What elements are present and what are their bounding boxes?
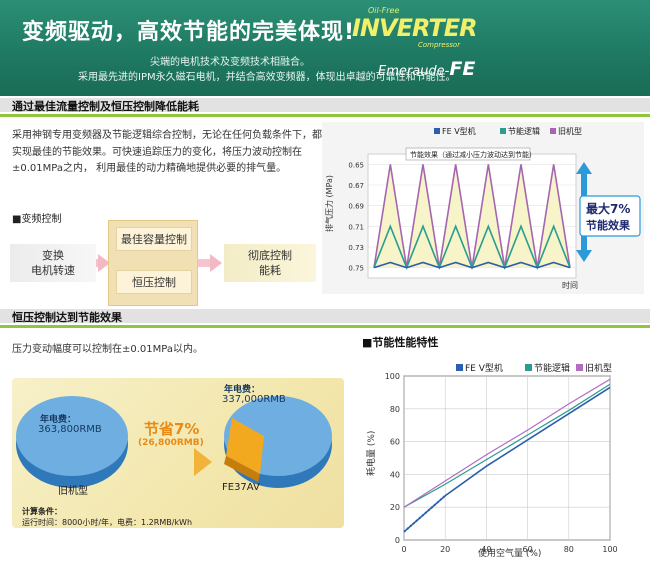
performance-fe-dotted: [403, 494, 446, 533]
pressure-legend-label: 节能逻辑: [508, 126, 540, 136]
new-cost-label: 年电费：: [224, 385, 261, 395]
badge-arrow-down: [576, 250, 592, 262]
old-model-name: 旧机型: [58, 486, 88, 497]
section1-rule: [0, 114, 650, 117]
pressure-annotation: 节能效果（通过减小压力波动达到节能）: [410, 150, 536, 159]
pressure-chart-legend: FE V型机 节能逻辑 旧机型: [434, 126, 582, 136]
logo-emeraude-text: Emeraude-: [378, 64, 450, 79]
section1-bar: [0, 98, 650, 112]
flow-box-motor-speed: 变换 电机转速: [10, 244, 96, 282]
old-cost-value: 363,800RMB: [38, 424, 102, 435]
flow-box-capacity: 最佳容量控制: [116, 227, 192, 251]
performance-series-line: [403, 383, 611, 508]
flow-box-constant-pressure-label: 恒压控制: [132, 276, 176, 289]
performance-xtick-label: 20: [440, 545, 450, 554]
section1-paragraph: 采用神钢专用变频器及节能逻辑综合控制，无论在任何负载条件下，都能实现最佳的节能效…: [12, 130, 332, 174]
section2-paragraph: 压力变动幅度可以控制在±0.01MPa以内。: [12, 344, 203, 355]
pressure-legend-label: 旧机型: [558, 126, 582, 136]
section2-title: 恒压控制达到节能效果: [12, 311, 122, 324]
pressure-legend-swatch: [434, 128, 440, 134]
new-model-name: FE37AV: [222, 482, 260, 493]
logo-compressor: Compressor: [418, 41, 461, 49]
performance-series-line: [403, 378, 611, 508]
performance-ytick-label: 0: [395, 536, 400, 545]
performance-xtick-label: 80: [564, 545, 574, 554]
saving-badge-line1: 最大7%: [586, 201, 630, 216]
performance-xtick-label: 100: [602, 545, 617, 554]
pressure-chart-xlabel: 时间: [562, 280, 578, 290]
pressure-ytick-label: 0.69: [348, 203, 364, 211]
old-cost-label: 年电费：: [40, 415, 77, 425]
performance-xtick-label: 40: [481, 545, 491, 554]
inverter-logo: Oil-Free INVERTER Compressor: [348, 6, 498, 52]
logo-fe-text: FE: [449, 58, 476, 80]
new-cost-value: 337,000RMB: [222, 394, 286, 405]
performance-xtick-label: 0: [401, 545, 406, 554]
pressure-ytick-label: 0.75: [348, 265, 364, 273]
calc-title: 计算条件：: [22, 507, 62, 516]
inverter-control-heading: ■变频控制: [12, 214, 62, 225]
performance-plot-area: [403, 375, 611, 541]
pressure-legend-swatch: [550, 128, 556, 134]
pressure-chart-ylabel: 排气压力 (MPa): [324, 175, 334, 232]
pressure-ytick-label: 0.71: [348, 223, 364, 231]
pressure-annotation-box: [405, 147, 531, 161]
saving-amount: (26,800RMB): [138, 438, 204, 448]
performance-chart-xlabel: 使用空气量 (%): [478, 547, 541, 559]
flow-arrow-1: [98, 254, 110, 272]
saving-arrow: [194, 448, 212, 476]
flow-box-constant-pressure: 恒压控制: [116, 270, 192, 294]
pressure-ytick-label: 0.67: [348, 182, 364, 190]
saving-title: 节省7%: [144, 420, 200, 438]
performance-ytick-label: 100: [385, 372, 400, 381]
performance-chart: ■节能性能特性 FE V型机 节能逻辑 旧机型 0 20 40 60 80 100 0 20 40 6…: [362, 335, 618, 559]
flow-box-motor-speed-label: 变换 电机转速: [31, 249, 75, 277]
banner-title: 变频驱动，高效节能的完美体现!: [22, 20, 356, 45]
performance-legend-label: 节能逻辑: [534, 362, 570, 374]
flow-box-capacity-label: 最佳容量控制: [121, 233, 187, 246]
performance-chart-ylabel: 耗电量 (%): [365, 431, 377, 476]
pressure-chart: FE V型机 节能逻辑 旧机型 0.75 0.73 0.71 0.69 0.67 0.65 排…: [322, 122, 644, 294]
performance-legend-swatch: [525, 364, 532, 371]
section2-bar: [0, 309, 650, 323]
energy-cost-graphic: [16, 396, 332, 488]
flow-arrow-2: [210, 254, 222, 272]
performance-legend-swatch: [456, 364, 463, 371]
logo-inverter: INVERTER: [352, 14, 478, 42]
performance-xtick-label: 60: [523, 545, 533, 554]
header-banner: 变频驱动，高效节能的完美体现! Oil-Free INVERTER Compre…: [0, 0, 650, 96]
pressure-series-line: [373, 261, 571, 269]
flow-box-energy-label: 彻底控制 能耗: [248, 249, 292, 277]
banner-line2: 采用最先进的IPM永久磁石电机，并结合高效变频器，体现出卓越的可靠性和节能性。: [78, 72, 456, 83]
saving-wedge-side: [224, 456, 260, 482]
old-model-disc: [16, 396, 128, 476]
logo-oilfree: Oil-Free: [368, 6, 400, 15]
badge-arrow-up: [576, 162, 592, 174]
saving-badge: [579, 195, 641, 237]
performance-chart-title: ■节能性能特性: [362, 335, 438, 349]
pressure-legend-swatch: [500, 128, 506, 134]
performance-legend-swatch: [576, 364, 583, 371]
pressure-fill-old: [374, 164, 570, 268]
calc-detail: 运行时间：8000小时/年，电费：1.2RMB/kWh: [22, 518, 193, 527]
performance-chart-legend: FE V型机 节能逻辑 旧机型: [456, 362, 612, 374]
emeraude-logo: Emeraude-FE: [378, 58, 475, 80]
performance-ytick-label: 20: [390, 503, 400, 512]
saving-badge-line2: 节能效果: [586, 218, 630, 232]
pressure-ytick-label: 0.65: [348, 161, 364, 169]
section2-rule: [0, 325, 650, 328]
flow-arrow-2-bar: [198, 259, 212, 267]
saving-wedge: [226, 418, 264, 474]
banner-line1: 尖端的电机技术及变频技术相融合。: [150, 57, 310, 68]
pressure-legend-label: FE V型机: [442, 126, 476, 136]
energy-cost-panel: 年电费： 363,800RMB 旧机型 年电费： 337,000RMB FE37…: [12, 378, 344, 528]
performance-ytick-label: 60: [390, 438, 400, 447]
pressure-ytick-label: 0.73: [348, 244, 364, 252]
performance-ytick-label: 80: [390, 405, 400, 414]
performance-ytick-label: 40: [390, 470, 400, 479]
performance-legend-label: FE V型机: [465, 362, 503, 374]
performance-legend-label: 旧机型: [585, 362, 612, 374]
section1-title: 通过最佳流量控制及恒压控制降低能耗: [12, 100, 199, 113]
flow-box-energy: 彻底控制 能耗: [224, 244, 316, 282]
